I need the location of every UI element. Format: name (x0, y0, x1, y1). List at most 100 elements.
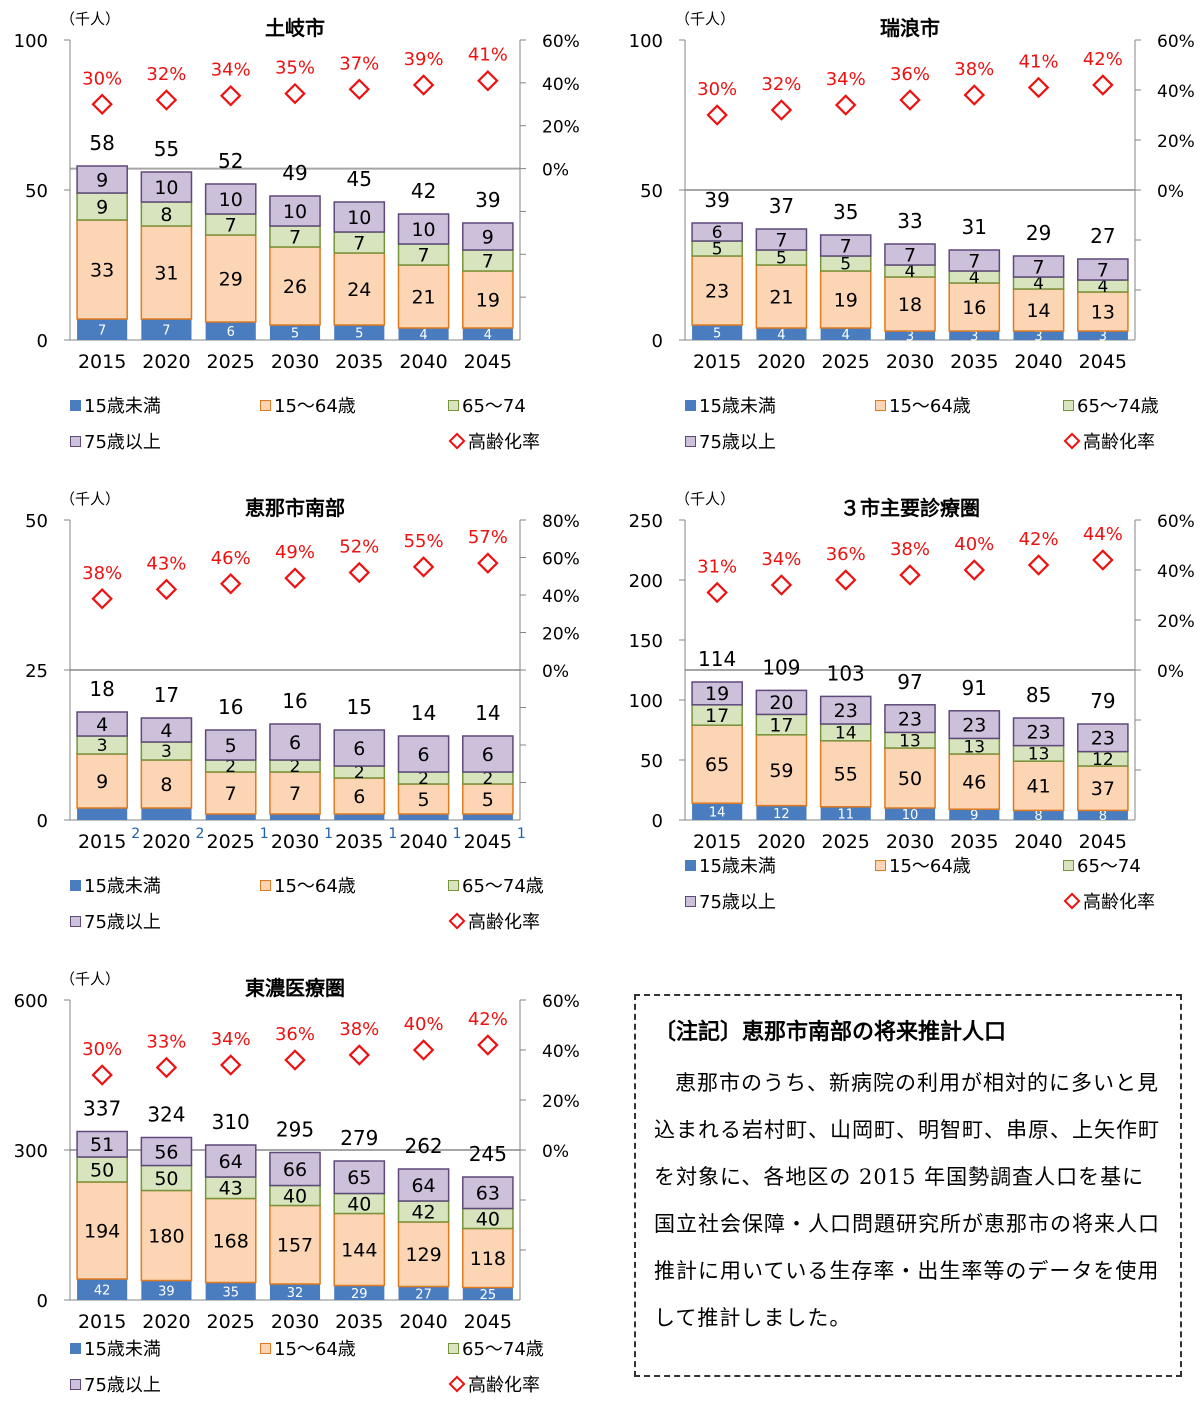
data-label-under15: 1 (388, 826, 397, 842)
legend-item-15-64: 15～64歳 (875, 852, 971, 878)
y2-tick-label: 0% (542, 161, 569, 181)
aging-rate-marker (219, 1054, 242, 1076)
data-label-over75: 10 (154, 177, 178, 199)
data-label-65-74: 8 (160, 204, 172, 226)
bar-under15 (462, 328, 513, 340)
total-label: 33 (897, 209, 922, 233)
chart-svg: 土岐市（千人）0501000%20%40%60%7339958201530%73… (14, 10, 580, 373)
bar-under15 (462, 1287, 513, 1300)
bar-over75 (333, 1160, 386, 1195)
bar-over75 (948, 710, 1001, 740)
bar-15-64 (397, 783, 450, 815)
x-tick-label: 2020 (757, 351, 805, 373)
bar-over75 (691, 681, 743, 706)
data-label-65-74: 2 (418, 769, 429, 789)
total-label: 245 (469, 1142, 507, 1166)
x-tick-label: 2045 (1079, 351, 1127, 373)
y2-tick-label: 80% (542, 512, 580, 532)
bar-under15 (398, 1286, 449, 1300)
bar-15-64 (333, 252, 386, 326)
data-label-under15: 3 (906, 330, 914, 345)
bar-under15 (141, 808, 192, 820)
aging-rate-label: 41% (468, 45, 508, 66)
data-label-under15: 3 (1099, 330, 1107, 345)
aging-rate-marker (91, 93, 113, 116)
x-tick-label: 2025 (822, 831, 870, 853)
bar-under15 (334, 1285, 385, 1300)
unit-label: （千人） (60, 490, 120, 508)
total-label: 295 (276, 1118, 314, 1142)
bar-over75 (462, 222, 514, 251)
chart-title: 恵那市南部 (245, 496, 345, 520)
bar-over75 (1077, 723, 1129, 753)
data-label-under15: 7 (98, 324, 106, 339)
aging-rate-label: 34% (211, 60, 251, 81)
y2-tick-label: 0% (542, 1142, 569, 1162)
y2-tick-label: 60% (542, 550, 580, 570)
bar-15-64 (884, 276, 936, 332)
aging-rate-label: 46% (211, 548, 251, 569)
data-label-15-64: 19 (476, 289, 500, 311)
data-label-15-64: 59 (769, 760, 793, 782)
data-label-under15: 27 (415, 1287, 432, 1302)
aging-rate-marker (348, 561, 371, 584)
aging-rate-marker (284, 82, 306, 105)
aging-rate-label: 31% (697, 557, 737, 578)
data-label-65-74: 3 (97, 736, 108, 756)
bar-under15 (205, 1282, 256, 1300)
bar-15-64 (948, 753, 1001, 810)
aging-rate-label: 43% (146, 553, 186, 574)
data-label-15-64: 7 (289, 783, 301, 805)
aging-rate-label: 35% (275, 58, 315, 79)
total-label: 14 (475, 701, 500, 725)
aging-rate-marker (155, 89, 178, 111)
data-label-65-74: 5 (712, 240, 723, 260)
aging-rate-marker (899, 89, 921, 111)
x-tick-label: 2025 (207, 831, 255, 853)
data-label-15-64: 65 (705, 754, 729, 776)
aging-rate-label: 30% (82, 68, 122, 89)
data-label-under15: 9 (970, 809, 978, 824)
data-label-under15: 42 (94, 1284, 111, 1299)
total-label: 39 (475, 188, 500, 212)
bar-15-64 (204, 234, 257, 323)
bar-under15 (756, 328, 807, 340)
data-label-15-64: 7 (225, 783, 237, 805)
data-label-65-74: 2 (354, 763, 365, 783)
x-tick-label: 2040 (1014, 351, 1062, 373)
data-label-65-74: 4 (1097, 277, 1108, 297)
data-label-15-64: 18 (898, 294, 922, 316)
data-label-under15: 12 (773, 807, 790, 822)
aging-rate-marker (963, 559, 986, 581)
bar-15-64 (819, 270, 872, 329)
y2-tick-label: 40% (1157, 562, 1195, 582)
aging-rate-label: 32% (146, 64, 186, 85)
total-label: 262 (404, 1134, 442, 1158)
data-label-under15: 5 (355, 327, 363, 342)
legend-item-15-64: 15～64歳 (875, 392, 971, 418)
bar-over75 (462, 1176, 514, 1210)
legend-tono: 15歳未満 15～64歳 65～74歳 75歳以上 高齢化率 (0, 1335, 600, 1405)
x-tick-label: 2020 (142, 1311, 190, 1333)
total-label: 18 (89, 677, 114, 701)
aging-rate-label: 44% (1083, 524, 1123, 545)
note-box: 〔注記〕恵那市南部の将来推計人口 恵那市のうち、新病院の利用が相対的に多いと見込… (634, 994, 1182, 1377)
bar-under15 (820, 806, 871, 820)
bar-15-64 (397, 1221, 450, 1288)
chart-title: ３市主要診療圏 (840, 496, 980, 520)
data-label-over75: 23 (962, 714, 986, 736)
x-tick-label: 2045 (464, 831, 512, 853)
x-tick-label: 2030 (271, 351, 319, 373)
aging-rate-marker (477, 69, 499, 92)
bar-over75 (1077, 258, 1129, 281)
bar-under15 (269, 1284, 321, 1300)
data-label-15-64: 29 (219, 268, 243, 290)
data-label-65-74: 5 (776, 249, 787, 269)
bar-over75 (397, 213, 450, 245)
legend-item-15-64: 15～64歳 (260, 872, 356, 898)
total-label: 91 (962, 676, 987, 700)
aging-rate-label: 42% (468, 1009, 508, 1030)
y-tick-label: 0 (37, 331, 48, 352)
bar-under15 (1013, 331, 1064, 340)
bar-over75 (691, 222, 743, 242)
